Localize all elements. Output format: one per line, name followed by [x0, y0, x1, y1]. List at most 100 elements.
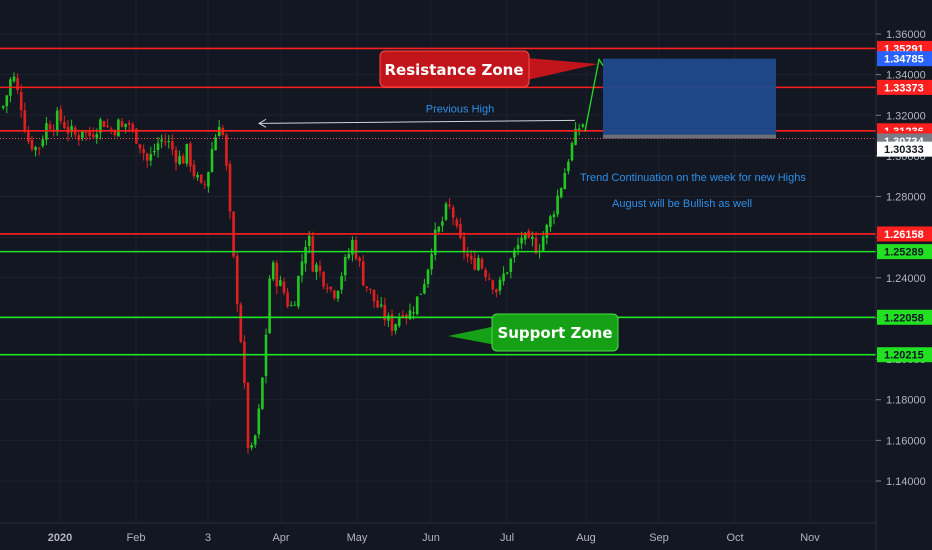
- candle-up: [541, 236, 545, 251]
- candle-down: [451, 207, 455, 218]
- candle-up: [178, 156, 181, 165]
- date-tick-label: Nov: [800, 532, 820, 544]
- candle-down: [228, 163, 232, 212]
- price-tick-label: 1.28000: [886, 192, 926, 204]
- candle-down: [448, 204, 451, 207]
- candle-up: [217, 127, 221, 137]
- price-tag-label: 1.33373: [884, 82, 924, 94]
- candle-up: [509, 258, 513, 272]
- candle-up: [95, 134, 99, 139]
- candle-down: [455, 219, 459, 226]
- grid-lines: [0, 0, 876, 523]
- candle-down: [59, 109, 63, 121]
- candle-up: [336, 290, 340, 299]
- candle-up: [304, 247, 307, 264]
- date-tick-label: Jul: [500, 532, 514, 544]
- target-zone-box[interactable]: [603, 58, 776, 139]
- candle-down: [88, 131, 91, 136]
- candle-up: [117, 119, 120, 137]
- candle-down: [145, 153, 149, 161]
- candle-down: [358, 257, 361, 262]
- candle-down: [246, 382, 250, 449]
- candle-down: [365, 286, 369, 289]
- candle-up: [297, 276, 300, 307]
- candle-down: [376, 300, 379, 308]
- candle-down: [318, 266, 322, 271]
- candle-down: [239, 304, 243, 343]
- candle-up: [552, 214, 556, 218]
- candle-down: [487, 278, 491, 280]
- time-axis[interactable]: 2020 Feb 3 Apr May Jun Jul Aug Sep Oct Nov: [48, 532, 821, 544]
- candle-up: [250, 445, 253, 448]
- candle-down: [131, 124, 135, 131]
- candle-down: [30, 139, 34, 150]
- candle-up: [559, 188, 563, 198]
- candle-down: [383, 305, 387, 321]
- arrow-left-icon: [257, 118, 267, 128]
- candle-up: [502, 273, 505, 282]
- candle-down: [275, 262, 279, 287]
- candle-down: [84, 131, 88, 133]
- candle-down: [203, 183, 207, 185]
- candle-down: [63, 121, 66, 129]
- support-zone-label: Support Zone: [497, 324, 612, 342]
- candle-up: [55, 110, 59, 132]
- candle-down: [192, 164, 196, 177]
- candle-up: [426, 269, 430, 284]
- date-tick-label: Feb: [127, 532, 146, 544]
- candle-down: [401, 315, 405, 317]
- candle-down: [102, 121, 106, 127]
- candle-down: [135, 128, 138, 144]
- candle-up: [513, 250, 516, 258]
- candle-up: [437, 226, 441, 232]
- candle-up: [160, 139, 163, 142]
- previous-high-arrow[interactable]: Previous High: [257, 103, 576, 128]
- date-tick-label: Aug: [576, 532, 596, 544]
- candle-down: [225, 135, 228, 166]
- candle-up: [505, 272, 509, 274]
- price-tag: [877, 226, 932, 242]
- candle-up: [477, 257, 480, 270]
- candle-up: [99, 119, 102, 133]
- candle-down: [37, 147, 41, 149]
- candle-down: [235, 255, 239, 305]
- candle-down: [109, 128, 113, 131]
- candle-down: [495, 289, 498, 293]
- price-tag-label: 1.30333: [884, 144, 924, 156]
- candle-up: [279, 280, 282, 286]
- price-tag-label: 1.26158: [884, 229, 924, 241]
- candle-up: [41, 139, 45, 147]
- candle-up: [300, 261, 304, 276]
- candle-up: [577, 128, 581, 131]
- target-zone-rect[interactable]: [603, 58, 776, 135]
- candle-down: [325, 287, 329, 289]
- candle-down: [199, 174, 203, 183]
- price-tick-label: 1.16000: [886, 435, 926, 447]
- price-tick-label: 1.18000: [886, 395, 926, 407]
- previous-high-label: Previous High: [426, 103, 494, 115]
- previous-high-line: [259, 119, 576, 124]
- candle-down: [286, 292, 289, 307]
- price-tag: [877, 309, 932, 325]
- candle-up: [293, 304, 297, 306]
- price-tick-label: 1.24000: [886, 273, 926, 285]
- candle-up: [545, 224, 549, 238]
- candle-down: [48, 124, 52, 130]
- candle-up: [531, 236, 534, 240]
- candle-down: [480, 258, 484, 269]
- support-callout-box: [491, 313, 619, 352]
- support-callout[interactable]: Support Zone: [448, 313, 619, 352]
- candle-up: [556, 195, 559, 215]
- projection-line[interactable]: [584, 57, 604, 132]
- candle-down: [91, 134, 95, 137]
- date-tick-label: Jun: [422, 532, 440, 544]
- candle-up: [268, 278, 271, 334]
- candle-up: [307, 235, 311, 247]
- resistance-callout[interactable]: Resistance Zone: [379, 50, 598, 88]
- candle-down: [77, 135, 81, 140]
- candle-up: [570, 143, 574, 161]
- candle-down: [491, 280, 495, 290]
- candle-down: [113, 131, 117, 136]
- candle-down: [181, 156, 185, 164]
